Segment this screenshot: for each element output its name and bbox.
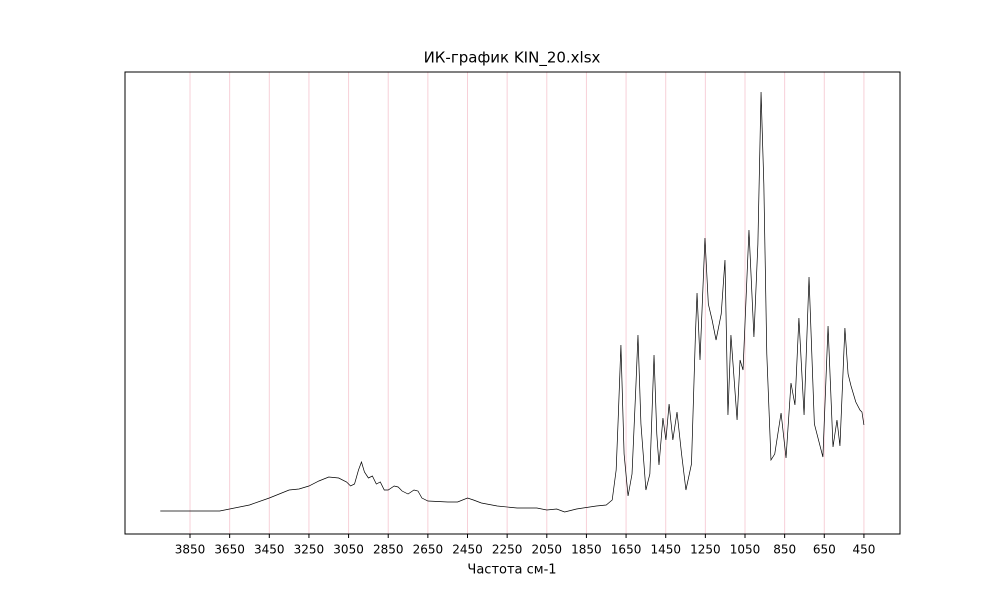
- x-tick-label: 450: [852, 543, 875, 557]
- x-tick-label: 3050: [333, 543, 364, 557]
- plot-frame: [124, 71, 901, 535]
- x-tick-label: 1650: [611, 543, 642, 557]
- x-tick-label: 1050: [730, 543, 761, 557]
- chart-title: ИК-график KIN_20.xlsx: [424, 49, 601, 68]
- x-tick-label: 1850: [571, 543, 602, 557]
- x-tick-label: 1250: [690, 543, 721, 557]
- x-tick-label: 3650: [214, 543, 245, 557]
- x-tick-label: 2250: [492, 543, 523, 557]
- x-tick-label: 2050: [532, 543, 563, 557]
- x-tick-label: 2450: [452, 543, 483, 557]
- x-tick-label: 2650: [413, 543, 444, 557]
- x-tick-label: 2850: [373, 543, 404, 557]
- x-tick-label: 850: [773, 543, 796, 557]
- x-tick-label: 1450: [650, 543, 681, 557]
- x-tick-label: 3850: [175, 543, 206, 557]
- spectrum-line: [160, 91, 865, 513]
- x-axis-label: Частота см-1: [467, 563, 556, 578]
- x-tick-label: 3450: [254, 543, 285, 557]
- x-tick-label: 650: [813, 543, 836, 557]
- x-tick-label: 3250: [294, 543, 325, 557]
